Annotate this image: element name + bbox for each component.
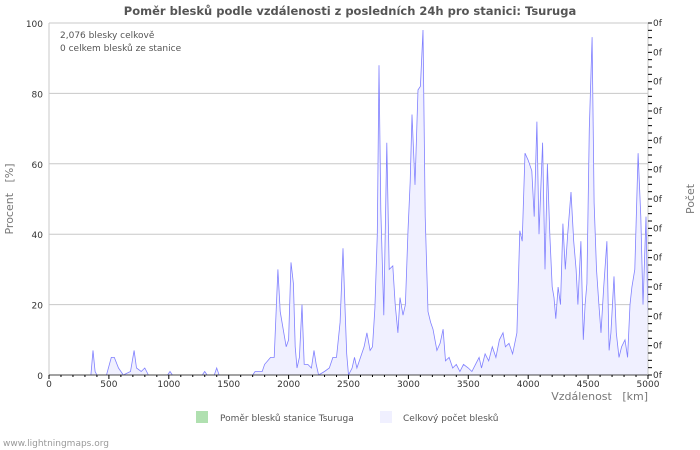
x-tick-label: 1500 — [217, 380, 240, 390]
y2-tick-label: 0f — [653, 254, 663, 264]
y2-tick-label: 0f — [653, 342, 663, 352]
y-tick-label: 40 — [32, 231, 44, 241]
y-axis-label: Procent [%] — [3, 163, 16, 234]
y2-tick-label: 0f — [653, 19, 663, 29]
x-tick-label: 3000 — [397, 380, 420, 390]
legend-swatch-station — [196, 411, 208, 423]
x-tick-label: 4500 — [577, 380, 600, 390]
plot-area — [49, 29, 649, 377]
y2-tick-label: 0f — [653, 78, 663, 88]
x-tick-label: 4000 — [517, 380, 540, 390]
y2-tick-label: 0f — [653, 48, 663, 58]
legend-label-total: Celkový počet blesků — [403, 413, 498, 424]
y2-tick-label: 0f — [653, 136, 663, 146]
footer-credit: www.lightningmaps.org — [3, 439, 109, 449]
y2-tick-label: 0f — [653, 312, 663, 322]
info-line-total: 2,076 blesky celkově — [60, 31, 155, 41]
x-tick-label: 1000 — [157, 380, 180, 390]
chart-title: Poměr blesků podle vzdálenosti z posledn… — [124, 4, 576, 18]
y2-tick-label: 0f — [653, 224, 663, 234]
legend: Poměr blesků stanice Tsuruga Celkový poč… — [196, 411, 498, 424]
x-tick-label: 2500 — [337, 380, 360, 390]
y2-tick-label: 0f — [653, 283, 663, 293]
x-tick-label: 500 — [100, 380, 117, 390]
y-tick-label: 80 — [32, 90, 44, 100]
grid — [49, 22, 648, 306]
series-total-fill — [49, 30, 648, 375]
legend-swatch-total — [380, 411, 392, 423]
series-total-line — [49, 29, 649, 377]
x-tick-label: 3500 — [457, 380, 480, 390]
x-axis-label: Vzdálenost [km] — [551, 390, 648, 403]
x-tick-label: 0 — [46, 380, 52, 390]
info-line-station: 0 celkem blesků ze stanice — [60, 43, 182, 54]
y-tick-label: 100 — [26, 20, 43, 30]
y-tick-label: 0 — [37, 372, 43, 382]
x-tick-label: 5000 — [637, 380, 660, 390]
y2-axis-label: Počet — [684, 183, 697, 214]
legend-label-station: Poměr blesků stanice Tsuruga — [220, 413, 354, 424]
y2-tick-label: 0f — [653, 195, 663, 205]
y2-tick-label: 0f — [653, 371, 663, 381]
y-tick-label: 20 — [32, 302, 44, 312]
x-tick-label: 2000 — [277, 380, 300, 390]
y-tick-label: 60 — [32, 161, 44, 171]
y2-tick-label: 0f — [653, 107, 663, 117]
y2-tick-label: 0f — [653, 166, 663, 176]
